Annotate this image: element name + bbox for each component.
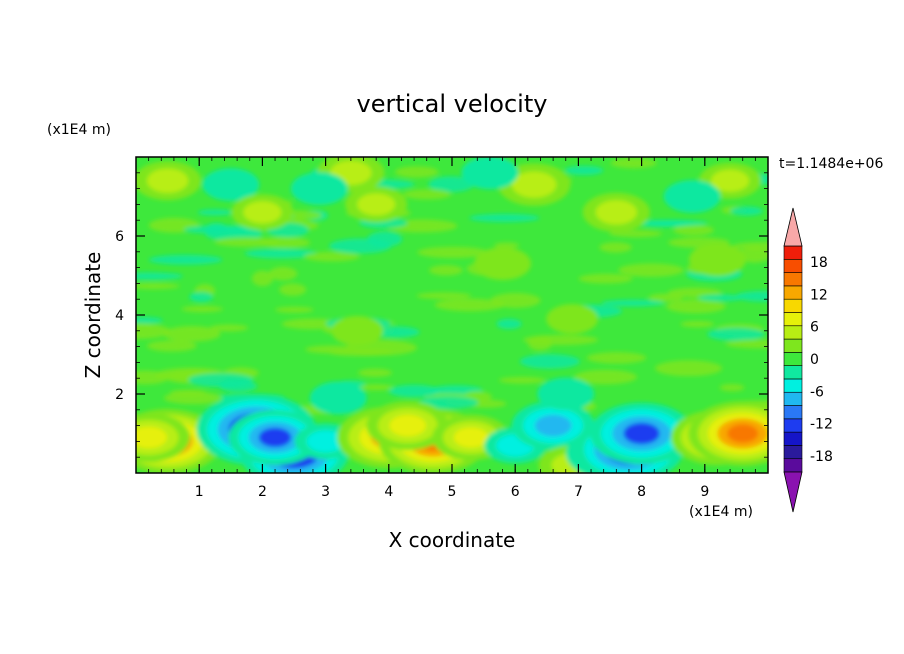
contour-feature <box>228 409 322 466</box>
contour-feature <box>461 157 519 190</box>
x-tick-label: 2 <box>258 484 267 500</box>
x-tick-label: 3 <box>321 484 330 500</box>
y-axis-ticks: 2 4 6 <box>115 229 768 403</box>
y-tick-label: 6 <box>115 229 124 245</box>
x-tick-label: 5 <box>448 484 457 500</box>
contour-feature <box>136 161 202 201</box>
colorbar-tick-label: -6 <box>810 384 824 400</box>
contour-feature <box>202 168 260 202</box>
contour-feature <box>345 186 408 223</box>
x-axis-ticks: 1 2 3 4 5 6 7 8 9 <box>195 157 709 500</box>
contour-feature <box>511 401 595 450</box>
contour-feature <box>136 413 191 462</box>
time-annotation: t=1.1484e+06 <box>779 156 883 172</box>
colorbar-segment <box>783 312 803 327</box>
colorbar-segment <box>783 431 803 446</box>
x-tick-label: 8 <box>637 484 646 500</box>
contour-feature <box>537 377 595 411</box>
x-tick-label: 4 <box>384 484 393 500</box>
x-tick-label: 1 <box>195 484 204 500</box>
x-tick-label: 9 <box>700 484 709 500</box>
x-tick-label: 6 <box>511 484 520 500</box>
contour-feature <box>366 401 450 450</box>
contour-feature <box>589 402 694 465</box>
plot-area: 1 2 3 4 5 6 7 8 9 2 4 6 <box>115 156 769 500</box>
x-unit-label: (x1E4 m) <box>689 504 753 520</box>
colorbar-tick-label: 12 <box>810 287 828 303</box>
x-axis-label: X coordinate <box>389 528 516 552</box>
contour-feature <box>474 247 531 281</box>
colorbar-segment <box>783 338 803 353</box>
y-axis-label: Z coordinate <box>81 252 105 379</box>
contour-field <box>136 157 768 473</box>
contour-feature <box>546 304 598 334</box>
colorbar-segment <box>783 365 803 380</box>
colorbar: 18 12 6 0 -6 -12 -18 <box>783 207 833 513</box>
y-tick-label: 4 <box>115 308 124 324</box>
contour-feature <box>231 194 294 231</box>
colorbar-segment <box>783 445 803 460</box>
colorbar-tick-label: 18 <box>810 255 828 271</box>
contour-feature <box>309 381 367 415</box>
colorbar-segment <box>783 391 803 406</box>
colorbar-tick-label: 6 <box>810 320 819 336</box>
chart-title: vertical velocity <box>357 90 548 118</box>
y-unit-label: (x1E4 m) <box>47 122 111 138</box>
colorbar-segment <box>783 458 803 473</box>
colorbar-tick-label: -18 <box>810 449 833 465</box>
contour-feature <box>663 180 721 213</box>
colorbar-segment <box>783 378 803 393</box>
x-tick-label: 7 <box>574 484 583 500</box>
colorbar-segment <box>783 405 803 420</box>
y-tick-label: 2 <box>115 387 124 403</box>
contour-feature <box>582 192 650 232</box>
colorbar-segment <box>783 285 803 300</box>
colorbar-segment <box>783 272 803 287</box>
contour-feature <box>331 316 384 346</box>
contour-feature <box>290 172 348 206</box>
colorbar-tick-label: 0 <box>810 352 819 368</box>
colorbar-tick-label: -12 <box>810 417 833 433</box>
colorbar-segment <box>783 352 803 366</box>
colorbar-under-arrow <box>783 471 803 513</box>
contour-feature <box>689 243 746 277</box>
colorbar-segment <box>783 245 803 260</box>
colorbar-over-arrow <box>783 207 803 247</box>
contour-feature <box>688 401 768 466</box>
colorbar-segment <box>783 258 803 273</box>
colorbar-segment <box>783 298 803 313</box>
colorbar-segment <box>783 325 803 340</box>
colorbar-segment <box>783 418 803 433</box>
